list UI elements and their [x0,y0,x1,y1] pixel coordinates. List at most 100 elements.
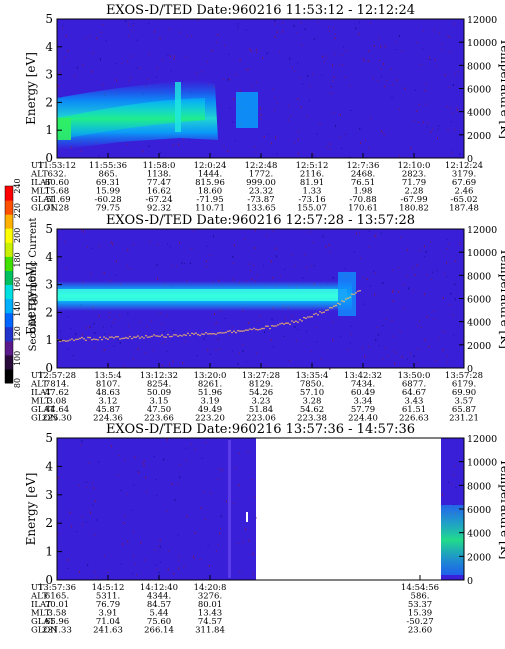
orbit-value: 3179. [452,170,476,180]
temperature-point [107,338,109,341]
noise-speck [185,56,187,58]
noise-speck [171,265,173,267]
temperature-point [231,331,233,334]
noise-speck [116,79,117,82]
noise-speck [127,22,129,24]
noise-speck [154,30,156,33]
temperature-point [345,298,347,300]
noise-speck [332,92,334,94]
colorbar-label: Second Harmonic Current [28,218,39,352]
orbit-value: 61.51 [402,405,426,415]
temperature-point [357,290,359,293]
noise-speck [178,555,180,557]
temperature-point [135,336,137,339]
emission-blob [236,92,258,128]
noise-speck [137,347,139,350]
noise-speck [263,136,265,138]
noise-speck [446,261,448,264]
noise-speck [205,335,207,337]
noise-speck [322,55,324,58]
noise-speck [429,59,431,60]
orbit-value: 15.39 [408,609,432,619]
noise-speck [228,53,230,55]
noise-speck [223,78,225,80]
noise-speck [322,235,324,237]
noise-speck [297,152,299,155]
temperature-point [159,335,161,338]
temperature-point [315,312,317,315]
orbit-value: 12:2:48 [245,161,278,171]
noise-speck [345,133,347,135]
noise-speck [272,230,274,232]
noise-speck [296,31,298,33]
temperature-curve [57,289,361,343]
noise-speck [300,22,302,24]
temperature-point [133,336,135,338]
noise-speck [145,476,147,479]
orbit-value: 224.40 [348,414,378,424]
noise-speck [418,320,420,322]
noise-speck [100,31,102,33]
orbit-value: 77.47 [147,178,171,188]
noise-speck [98,461,100,463]
orbit-value: 64.67 [402,388,426,398]
noise-speck [127,325,129,327]
temperature-point [147,336,149,339]
noise-speck [344,268,346,270]
noise-speck [81,333,83,336]
temperature-point [281,322,283,325]
noise-speck [446,276,448,278]
noise-speck [446,355,448,357]
noise-speck [358,32,360,35]
noise-speck [431,127,433,129]
orbit-value: 71.04 [96,617,120,627]
orbit-row-label: GLON [31,204,58,214]
orbit-value: 23.60 [408,626,432,636]
noise-speck [217,33,219,36]
temperature-point [67,340,69,342]
noise-speck [233,503,234,505]
emission-edge [338,272,356,316]
orbit-value: 2.28 [405,187,424,197]
noise-speck [316,341,317,343]
noise-speck [215,349,217,351]
noise-speck [320,358,322,360]
temperature-point [71,338,73,340]
orbit-value: 865. [99,170,118,180]
colorbar-frame [4,185,14,384]
noise-speck [329,93,331,94]
noise-speck [108,334,110,336]
orbit-value: 71.79 [402,178,426,188]
temperature-point [217,332,219,334]
noise-speck [166,438,168,441]
temperature-point [205,331,207,334]
noise-speck [382,282,384,285]
noise-speck [94,500,96,503]
y-right-tick-label: 10000 [467,458,497,469]
orbit-value: 12:7:36 [347,161,380,171]
temperature-point [353,293,355,296]
noise-speck [234,467,236,469]
noise-speck [65,34,67,37]
noise-speck [216,321,218,323]
noise-speck [188,138,190,140]
noise-speck [441,43,443,45]
noise-speck [289,115,291,117]
noise-speck [115,274,117,276]
temperature-point [97,339,99,341]
orbit-row-label: GLAT [31,195,55,205]
noise-speck [266,52,268,55]
noise-speck [399,330,401,332]
noise-speck [123,522,125,524]
temperature-point [285,322,287,325]
noise-speck [144,559,146,561]
noise-speck [264,331,266,333]
noise-speck [455,486,457,488]
noise-speck [81,440,83,443]
orbit-value: 1772. [249,170,273,180]
temperature-point [137,335,139,337]
noise-speck [169,55,171,58]
orbit-value: 231.21 [449,414,479,424]
noise-speck [239,59,241,62]
noise-speck [222,469,224,471]
